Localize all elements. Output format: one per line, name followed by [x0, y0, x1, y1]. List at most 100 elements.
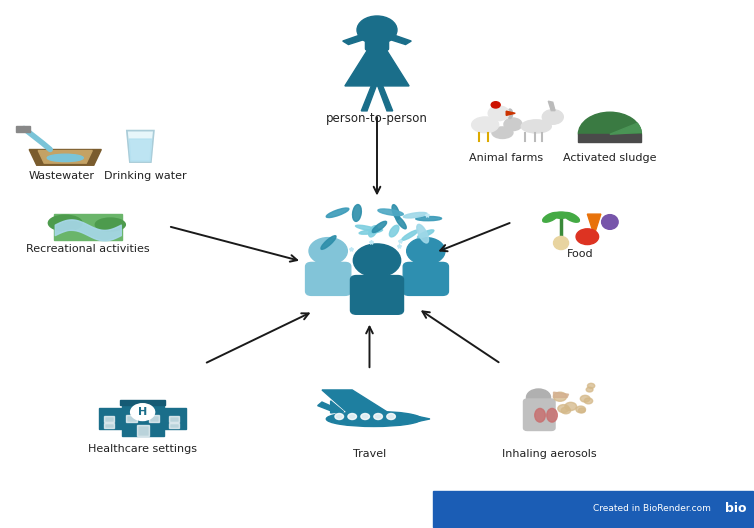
Text: Drinking water: Drinking water [104, 171, 187, 181]
Circle shape [361, 413, 369, 420]
FancyBboxPatch shape [149, 415, 159, 421]
Circle shape [357, 16, 397, 44]
Circle shape [542, 110, 563, 124]
Ellipse shape [369, 225, 377, 237]
Polygon shape [345, 49, 409, 86]
Polygon shape [322, 390, 387, 413]
Text: Travel: Travel [353, 449, 386, 459]
Ellipse shape [48, 154, 83, 162]
Text: Activated sludge: Activated sludge [563, 153, 657, 163]
Text: Food: Food [566, 249, 593, 259]
Circle shape [526, 389, 550, 406]
Text: Wastewater: Wastewater [29, 171, 94, 181]
FancyBboxPatch shape [366, 26, 388, 51]
Wedge shape [610, 123, 642, 134]
Polygon shape [506, 111, 515, 115]
Ellipse shape [535, 409, 545, 422]
Text: Animal farms: Animal farms [469, 153, 544, 163]
Polygon shape [29, 149, 101, 165]
Ellipse shape [95, 218, 125, 231]
Circle shape [584, 398, 593, 404]
Ellipse shape [372, 221, 387, 232]
FancyBboxPatch shape [99, 409, 121, 429]
Circle shape [335, 413, 344, 420]
Circle shape [406, 238, 445, 265]
Ellipse shape [326, 411, 421, 427]
Circle shape [558, 404, 569, 412]
Ellipse shape [552, 212, 571, 218]
Ellipse shape [356, 225, 377, 231]
Polygon shape [553, 392, 569, 398]
Ellipse shape [326, 208, 349, 218]
Text: Healthcare settings: Healthcare settings [88, 444, 197, 454]
Circle shape [309, 238, 348, 265]
Circle shape [581, 395, 590, 402]
FancyBboxPatch shape [54, 214, 121, 240]
Polygon shape [587, 214, 601, 235]
Polygon shape [361, 86, 376, 111]
Polygon shape [129, 139, 152, 161]
Circle shape [586, 387, 593, 392]
Text: person-to-person: person-to-person [326, 112, 428, 125]
Polygon shape [38, 150, 92, 163]
Circle shape [587, 383, 595, 389]
FancyBboxPatch shape [164, 409, 186, 429]
Ellipse shape [543, 212, 558, 222]
Circle shape [561, 407, 571, 414]
FancyArrowPatch shape [171, 227, 297, 262]
FancyArrowPatch shape [422, 312, 498, 362]
Circle shape [576, 406, 586, 413]
Ellipse shape [48, 215, 82, 231]
Ellipse shape [472, 117, 498, 133]
Polygon shape [548, 101, 555, 111]
FancyBboxPatch shape [403, 262, 449, 295]
FancyBboxPatch shape [103, 416, 114, 421]
Text: Recreational activities: Recreational activities [26, 244, 149, 254]
Circle shape [374, 413, 382, 420]
Polygon shape [378, 86, 393, 111]
FancyBboxPatch shape [126, 415, 136, 421]
Polygon shape [382, 32, 411, 44]
FancyArrowPatch shape [366, 327, 372, 367]
Polygon shape [343, 32, 372, 44]
Ellipse shape [378, 209, 403, 215]
FancyBboxPatch shape [120, 400, 165, 405]
Polygon shape [412, 416, 430, 422]
FancyArrowPatch shape [374, 117, 380, 193]
FancyBboxPatch shape [578, 134, 642, 142]
FancyBboxPatch shape [169, 416, 179, 421]
FancyBboxPatch shape [103, 423, 114, 428]
FancyBboxPatch shape [169, 423, 179, 428]
FancyBboxPatch shape [136, 425, 149, 436]
FancyBboxPatch shape [434, 491, 752, 526]
Ellipse shape [321, 235, 336, 249]
Circle shape [354, 244, 400, 277]
Circle shape [387, 413, 395, 420]
FancyArrowPatch shape [440, 223, 510, 251]
Circle shape [348, 413, 357, 420]
FancyBboxPatch shape [121, 405, 164, 436]
Ellipse shape [389, 225, 399, 237]
Ellipse shape [553, 237, 569, 250]
Circle shape [578, 408, 585, 413]
Ellipse shape [402, 230, 418, 240]
Circle shape [553, 392, 566, 401]
Text: Created in BioRender.com: Created in BioRender.com [593, 504, 711, 513]
FancyBboxPatch shape [351, 276, 403, 314]
Circle shape [491, 102, 500, 108]
Ellipse shape [564, 212, 579, 222]
Circle shape [565, 402, 577, 410]
FancyArrowPatch shape [207, 313, 308, 363]
Ellipse shape [602, 214, 618, 229]
Ellipse shape [492, 127, 513, 138]
Ellipse shape [353, 204, 361, 221]
Ellipse shape [415, 216, 442, 221]
Polygon shape [330, 401, 344, 413]
Wedge shape [578, 112, 642, 134]
Ellipse shape [507, 109, 513, 118]
Text: Inhaling aerosols: Inhaling aerosols [502, 449, 597, 459]
Ellipse shape [359, 229, 382, 234]
Circle shape [576, 229, 599, 244]
Ellipse shape [547, 409, 557, 422]
Polygon shape [127, 130, 154, 162]
